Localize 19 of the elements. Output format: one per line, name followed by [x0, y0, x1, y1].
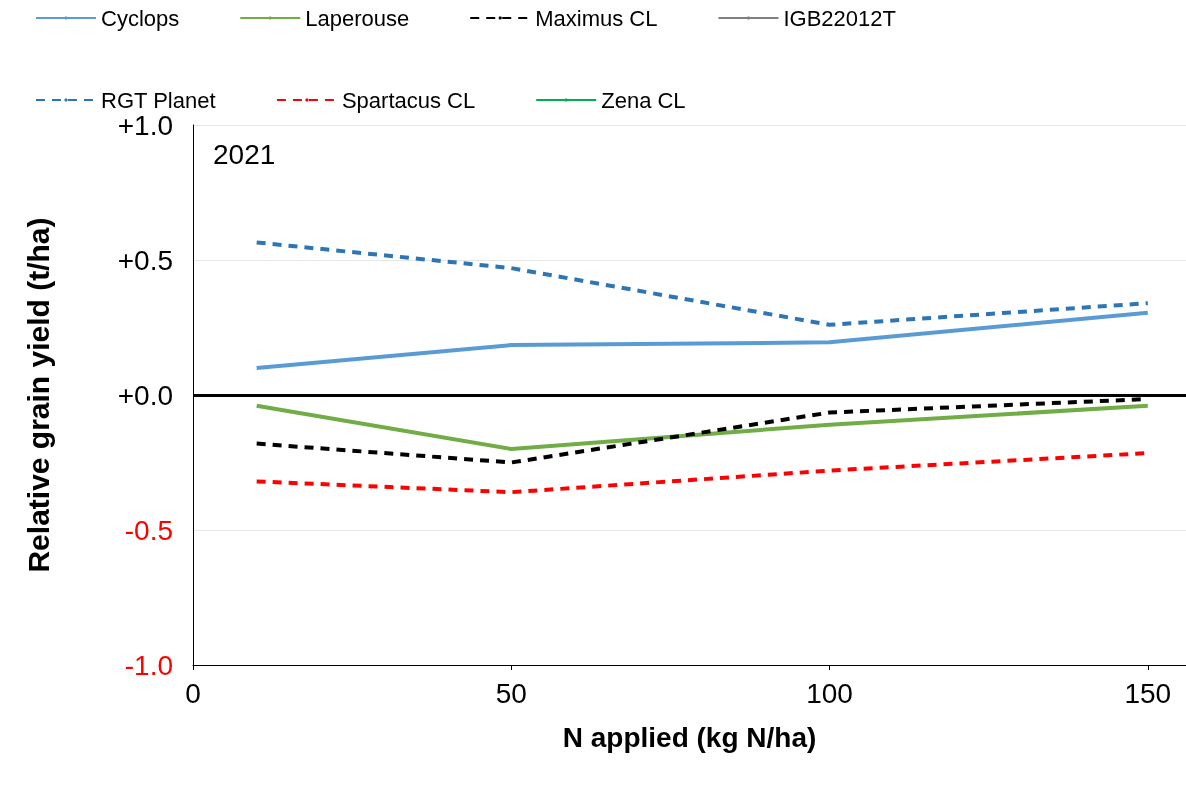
legend-label: IGB22012T — [783, 5, 896, 31]
line-series — [254, 310, 1150, 370]
y-tick-label: +0.5 — [117, 244, 173, 276]
y-tick-label: +0.0 — [117, 379, 173, 411]
y-axis-title: Relative grain yield (t/ha) — [21, 217, 55, 573]
legend-label: Zena CL — [601, 87, 686, 113]
y-tick-label: -1.0 — [124, 649, 173, 681]
x-tick-label: 50 — [495, 677, 527, 709]
y-tick-label: -0.5 — [124, 514, 173, 546]
line-series — [254, 240, 1150, 327]
x-tick-label: 150 — [1124, 677, 1172, 709]
legend-label: Spartacus CL — [341, 87, 476, 113]
legend-label: Laperouse — [305, 5, 410, 31]
x-tick-label: 0 — [185, 677, 201, 709]
x-tick-label: 100 — [806, 677, 853, 709]
annotation: 2021 — [213, 138, 276, 170]
legend-label: Cyclops — [101, 5, 180, 31]
x-axis-title: N applied (kg N/ha) — [562, 721, 817, 753]
legend-label: Maximus CL — [535, 5, 658, 31]
